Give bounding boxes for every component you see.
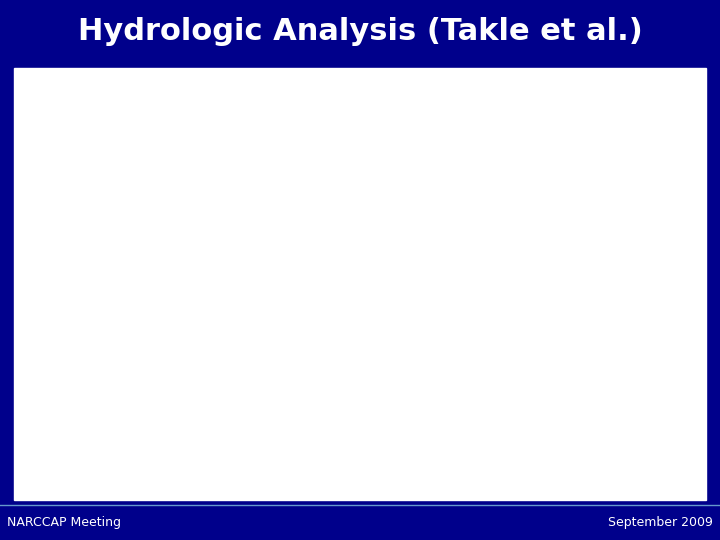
Ellipse shape: [318, 156, 346, 178]
Ellipse shape: [303, 163, 320, 188]
Polygon shape: [415, 141, 595, 422]
Polygon shape: [166, 106, 270, 344]
Text: NARCCAP Meeting: NARCCAP Meeting: [7, 516, 121, 529]
Text: Simulation period:  last 2 decades of 20C: Simulation period: last 2 decades of 20C: [24, 464, 397, 482]
Polygon shape: [277, 396, 312, 474]
Polygon shape: [415, 253, 540, 318]
Ellipse shape: [351, 176, 369, 184]
Polygon shape: [49, 154, 132, 301]
Polygon shape: [277, 59, 719, 487]
Text: Minnesota: Minnesota: [413, 106, 474, 116]
Text: Grafton, IL: Grafton, IL: [557, 389, 597, 398]
Text: SWAT model domain: SWAT model domain: [24, 415, 210, 433]
Polygon shape: [402, 154, 415, 266]
Ellipse shape: [334, 187, 359, 198]
Text: 500 kilometers: 500 kilometers: [59, 413, 101, 418]
Text: Iowa: Iowa: [429, 279, 457, 288]
Polygon shape: [408, 145, 498, 258]
Polygon shape: [429, 80, 533, 154]
Polygon shape: [222, 309, 312, 426]
Text: 300 miles: 300 miles: [66, 424, 94, 429]
Polygon shape: [118, 137, 201, 335]
Text: Hydrologic Analysis (Takle et al.): Hydrologic Analysis (Takle et al.): [78, 17, 642, 45]
Polygon shape: [540, 119, 644, 275]
Polygon shape: [49, 106, 387, 426]
Polygon shape: [201, 106, 298, 361]
Polygon shape: [533, 275, 602, 404]
Ellipse shape: [274, 137, 322, 154]
Text: Wisconsin: Wisconsin: [574, 184, 630, 193]
Text: 0: 0: [53, 413, 55, 418]
Text: September 2009: September 2009: [608, 516, 713, 529]
Polygon shape: [298, 124, 387, 327]
Polygon shape: [498, 76, 554, 111]
Polygon shape: [408, 318, 540, 426]
Text: Illinois: Illinois: [577, 305, 613, 314]
Text: Missouri: Missouri: [432, 365, 482, 375]
